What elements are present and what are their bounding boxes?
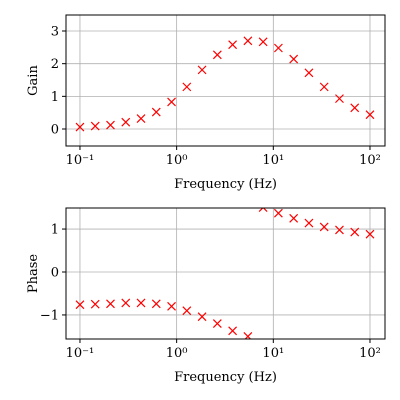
point [75,122,85,132]
point [151,299,161,309]
point [319,82,329,92]
points [75,208,375,339]
point [228,326,238,336]
axes-frame [65,207,386,340]
point [289,213,299,223]
point [90,299,100,309]
point [121,117,131,127]
point [197,65,207,75]
x-tick-label: 10² [359,346,381,361]
point [289,54,299,64]
axes-frame [65,14,386,147]
point [151,107,161,117]
x-axis-label: Frequency (Hz) [174,177,277,192]
y-tick-label: 1 [51,90,59,105]
point [365,110,375,120]
point [182,82,192,92]
x-tick-label: 10⁰ [166,346,188,361]
point [90,121,100,131]
point [212,50,222,60]
point [258,37,268,47]
point [273,208,283,218]
x-tick-label: 10⁰ [166,153,188,168]
subplot: 10⁻¹ 10⁰ 10¹ 10² −1 0 1 Frequency (Hz) Phase [26,207,386,385]
y-axis-label: Gain [26,65,41,96]
x-tick-label: 10⁻¹ [66,153,95,168]
point [365,229,375,239]
point [182,306,192,316]
point [212,319,222,328]
point [228,40,238,50]
point [75,300,85,310]
point [106,120,115,130]
point [258,208,268,212]
y-tick-label: 0 [51,123,59,138]
y-tick-label: 1 [51,223,59,238]
y-tick-label: −1 [40,308,59,323]
point [304,218,314,228]
point [350,103,360,113]
x-tick-label: 10¹ [262,346,284,361]
point [121,298,131,308]
point [304,68,314,78]
x-tick-label: 10¹ [262,153,284,168]
point [335,225,344,235]
point [243,36,253,46]
x-tick-label: 10⁻¹ [66,346,95,361]
point [350,227,360,237]
subplot: 10⁻¹ 10⁰ 10¹ 10² 0 1 2 3 Frequency (Hz) Gain [26,14,386,192]
point [197,312,207,322]
point [167,301,176,311]
y-tick-label: 2 [51,57,59,72]
point [319,222,329,232]
point [273,43,283,53]
point [335,94,344,104]
points [75,36,375,132]
point [136,114,146,123]
x-tick-label: 10² [359,153,381,168]
y-axis-label: Phase [26,254,41,294]
point [136,298,146,308]
y-tick-label: 3 [51,25,59,40]
point [167,97,176,107]
point [243,331,253,339]
point [106,299,115,309]
x-axis-label: Frequency (Hz) [174,370,277,385]
y-tick-label: 0 [51,265,59,280]
